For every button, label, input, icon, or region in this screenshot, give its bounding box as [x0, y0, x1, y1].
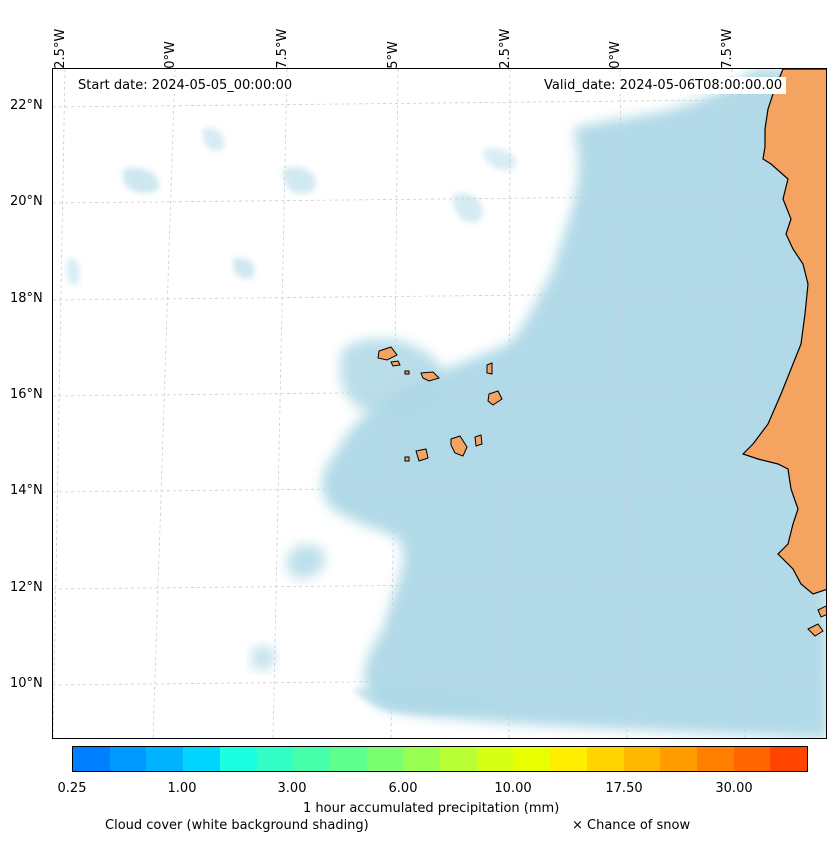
colorbar-segment — [513, 747, 551, 771]
colorbar-title: 1 hour accumulated precipitation (mm) — [303, 801, 560, 816]
colorbar-tick-label: 6.00 — [388, 781, 418, 796]
colorbar-segment — [696, 747, 734, 771]
start-date-label: Start date: 2024-05-05_00:00:00 — [74, 77, 297, 94]
valid-date-label: Valid_date: 2024-05-06T08:00:00.00 — [540, 77, 787, 94]
lat-label-10n: 10°N — [10, 676, 43, 691]
map-svg — [53, 69, 826, 738]
cloud-cover-shading — [66, 69, 826, 738]
colorbar-segment — [660, 747, 697, 771]
colorbar-segment — [293, 747, 330, 771]
colorbar-segment — [256, 747, 294, 771]
small-coastal-island — [807, 623, 824, 637]
lat-label-18n: 18°N — [10, 291, 43, 306]
map-panel — [52, 68, 827, 739]
lat-label-12n: 12°N — [10, 580, 43, 595]
colorbar-tick-label: 1.00 — [167, 781, 197, 796]
colorbar-segment — [623, 747, 661, 771]
lat-label-22n: 22°N — [10, 98, 43, 113]
gridlines — [53, 69, 826, 738]
colorbar-segment — [146, 747, 184, 771]
colorbar-segment — [476, 747, 514, 771]
precipitation-colorbar — [72, 746, 808, 772]
cape-verde-islands — [377, 346, 503, 462]
lat-label-16n: 16°N — [10, 387, 43, 402]
snow-legend: × Chance of snow — [572, 818, 691, 833]
africa-coastline — [741, 69, 826, 595]
small-coastal-island — [817, 605, 826, 618]
colorbar-tick-label: 3.00 — [277, 781, 307, 796]
cloud-cover-legend: Cloud cover (white background shading) — [105, 818, 369, 833]
colorbar-tick-label: 30.00 — [715, 781, 753, 796]
colorbar-segment — [73, 747, 110, 771]
colorbar-segment — [550, 747, 587, 771]
colorbar-segment — [219, 747, 257, 771]
colorbar-segment — [183, 747, 220, 771]
colorbar-tick-label: 10.00 — [494, 781, 532, 796]
lat-label-14n: 14°N — [10, 483, 43, 498]
lat-label-20n: 20°N — [10, 194, 43, 209]
colorbar-segment — [366, 747, 404, 771]
colorbar-segment — [733, 747, 771, 771]
colorbar-tick-label: 17.50 — [605, 781, 643, 796]
colorbar-segment — [329, 747, 367, 771]
colorbar-segment — [403, 747, 441, 771]
colorbar-segment — [586, 747, 624, 771]
colorbar-segment — [770, 747, 808, 771]
colorbar-tick-label: 0.25 — [57, 781, 87, 796]
colorbar-segment — [109, 747, 147, 771]
colorbar-segment — [440, 747, 477, 771]
